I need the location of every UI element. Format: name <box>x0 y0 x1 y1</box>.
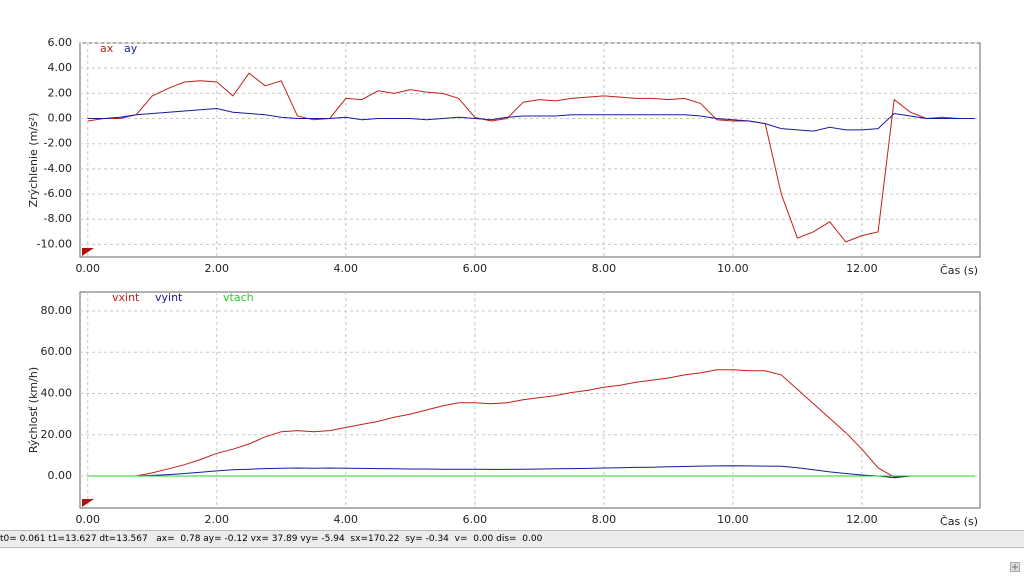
corner-icon <box>1010 562 1020 572</box>
charts: 6.00 4.00 2.00 0.00 -2.00 -4.00 -6.00 -8.00 -10.… <box>27 36 981 528</box>
x-tick-label: 8.00 <box>592 513 617 526</box>
x-tick-label: 8.00 <box>592 262 617 275</box>
x-tick-label: 12.00 <box>846 513 878 526</box>
y-axis-label: Zrýchlenie (m/s²) <box>27 113 40 208</box>
y-tick-label: 0.00 <box>48 112 73 125</box>
y-tick-label: 4.00 <box>48 61 73 74</box>
marker <box>82 248 94 256</box>
x-tick-label: 4.00 <box>334 513 359 526</box>
x-tick-label: 6.00 <box>463 513 488 526</box>
y-tick-label: -2.00 <box>44 137 72 150</box>
status-bar: t0= 0.061 t1=13.627 dt=13.567 ax= 0.78 a… <box>0 530 1024 548</box>
x-tick-label: 4.00 <box>334 262 359 275</box>
y-tick-label: -10.00 <box>37 237 72 250</box>
y-tick-label: 6.00 <box>48 36 73 49</box>
legend-label: vtach <box>223 291 254 304</box>
data-line <box>87 465 975 479</box>
marker <box>82 499 94 507</box>
y-tick-label: 40.00 <box>41 387 73 400</box>
x-tick-label: 0.00 <box>75 513 100 526</box>
x-tick-label: 0.00 <box>75 262 100 275</box>
y-tick-label: -8.00 <box>44 212 72 225</box>
legend-label: ax <box>100 42 114 55</box>
x-tick-label: 12.00 <box>846 262 878 275</box>
y-axis-label: Rýchlosť (km/h) <box>27 367 40 453</box>
legend-label: vxint <box>112 291 140 304</box>
x-axis-label: Čas (s) <box>940 264 978 277</box>
y-tick-label: -4.00 <box>44 162 72 175</box>
legend-label: ay <box>124 42 138 55</box>
x-axis-label: Čas (s) <box>940 515 978 528</box>
y-tick-label: 2.00 <box>48 86 73 99</box>
x-tick-label: 10.00 <box>717 262 749 275</box>
data-line <box>87 369 975 478</box>
y-tick-label: 60.00 <box>41 345 73 358</box>
data-line <box>87 72 975 243</box>
y-tick-label: 20.00 <box>41 428 73 441</box>
data-line <box>87 107 975 132</box>
y-tick-label: 0.00 <box>48 469 73 482</box>
y-tick-label: -6.00 <box>44 187 72 200</box>
legend-label: vyint <box>155 291 183 304</box>
x-tick-label: 2.00 <box>205 513 230 526</box>
y-tick-label: 80.00 <box>41 304 73 317</box>
x-tick-label: 6.00 <box>463 262 488 275</box>
plot-area <box>79 42 981 258</box>
x-tick-label: 10.00 <box>717 513 749 526</box>
x-tick-label: 2.00 <box>205 262 230 275</box>
